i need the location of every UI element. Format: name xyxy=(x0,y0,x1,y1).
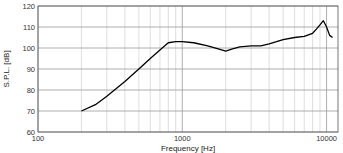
y-tick-label: 120 xyxy=(22,2,35,11)
x-tick-label: 1000 xyxy=(174,134,191,143)
y-tick-label: 80 xyxy=(27,86,35,95)
chart: 10010001000060708090100110120Frequency [… xyxy=(0,0,343,153)
y-tick-label: 70 xyxy=(27,107,35,116)
y-grid-line xyxy=(38,48,338,49)
y-axis-title: S.P.L. [dB] xyxy=(2,50,11,87)
y-grid-line xyxy=(38,90,338,91)
x-axis-title: Frequency [Hz] xyxy=(161,144,215,153)
y-tick-label: 100 xyxy=(22,44,35,53)
x-tick-label: 10000 xyxy=(316,134,337,143)
y-tick-label: 60 xyxy=(27,128,35,137)
series-group xyxy=(81,21,332,111)
y-grid-line xyxy=(38,27,338,28)
series-line xyxy=(81,21,332,111)
y-tick-label: 110 xyxy=(23,23,35,32)
y-tick-label: 90 xyxy=(27,65,35,74)
plot-frame xyxy=(38,6,338,132)
y-grid-line xyxy=(38,69,338,70)
grid xyxy=(38,6,338,132)
